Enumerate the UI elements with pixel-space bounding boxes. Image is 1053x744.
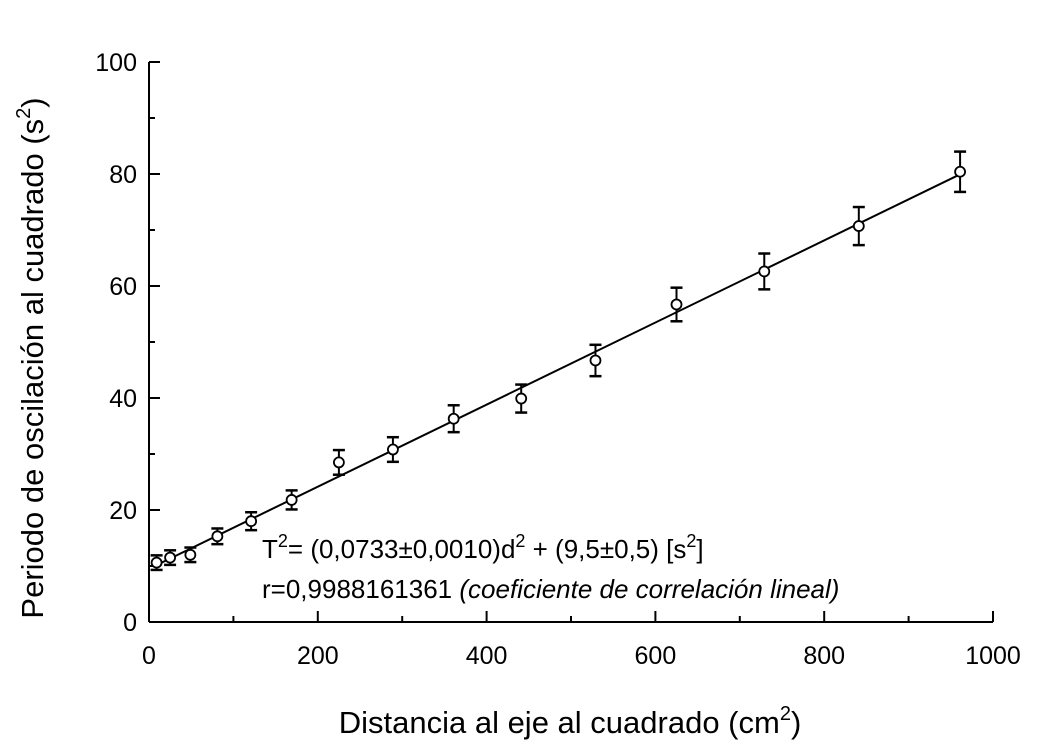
x-tick-label: 200 [297,642,339,670]
x-axis-title-close: ) [791,705,801,740]
y-axis-title-close: ) [15,97,50,107]
point-marker [852,220,865,232]
point-marker [332,456,345,469]
x-ticks: 0 200 400 600 800 1000 [142,611,1021,670]
point-marker [758,265,771,278]
y-tick-label: 20 [109,497,137,525]
eq-end: ] [696,534,703,564]
x-tick-label: 600 [635,642,677,670]
y-tick-label: 60 [109,273,137,301]
fit-equation: T2= (0,0733±0,0010)d2 + (9,5±0,5) [s2] [262,531,704,564]
data-point [285,489,298,511]
x-tick-label: 0 [142,642,156,670]
point-marker [515,392,528,405]
fit-layer [152,173,961,568]
point-marker [670,298,683,311]
data-point [852,205,865,247]
point-marker [164,551,177,564]
y-tick-label: 40 [109,385,137,413]
eq-sup-1: 2 [278,531,288,551]
correlation-text: r=0,9988161361 (coeficiente de correlaci… [262,574,839,604]
point-marker [184,548,197,561]
data-point [386,435,399,464]
point-marker [245,515,258,528]
data-point [447,404,460,434]
eq-sup-3: 2 [686,531,696,551]
x-axis-title: Distancia al eje al cuadrado (cm2) [339,703,802,740]
data-point [758,252,771,291]
data-point [245,510,258,532]
points-layer [150,150,967,572]
correlation-note: (coeficiente de correlación lineal) [459,574,839,604]
data-point [150,554,163,572]
y-axis-title: Periodo de oscilación al cuadrado (s2) [13,97,50,618]
data-point [589,343,602,378]
y-ticks: 0 20 40 60 80 100 [95,49,160,637]
y-axis-title-sup: 2 [13,108,35,119]
x-tick-label: 800 [803,642,845,670]
point-marker [211,530,224,543]
data-point [332,448,345,476]
data-point [954,150,967,194]
point-marker [285,494,298,506]
x-tick-label: 400 [466,642,508,670]
eq-sup-2: 2 [515,531,525,551]
eq-mid-2: + (9,5±0,5) [s [525,534,686,564]
data-point [184,546,197,564]
fit-line [152,173,961,568]
data-point [670,286,683,323]
eq-mid: = (0,0733±0,0010)d [288,534,516,564]
point-marker [589,354,602,367]
point-marker [387,443,399,456]
y-tick-label: 100 [95,49,137,77]
x-axis-title-sup: 2 [780,703,791,725]
point-marker [150,556,163,569]
y-tick-label: 0 [123,609,137,637]
data-point [164,549,177,567]
data-point [211,527,224,546]
x-tick-label: 1000 [965,642,1021,670]
data-point [515,383,528,414]
point-marker [954,165,966,178]
y-tick-label: 80 [109,161,137,189]
point-marker [447,412,460,425]
